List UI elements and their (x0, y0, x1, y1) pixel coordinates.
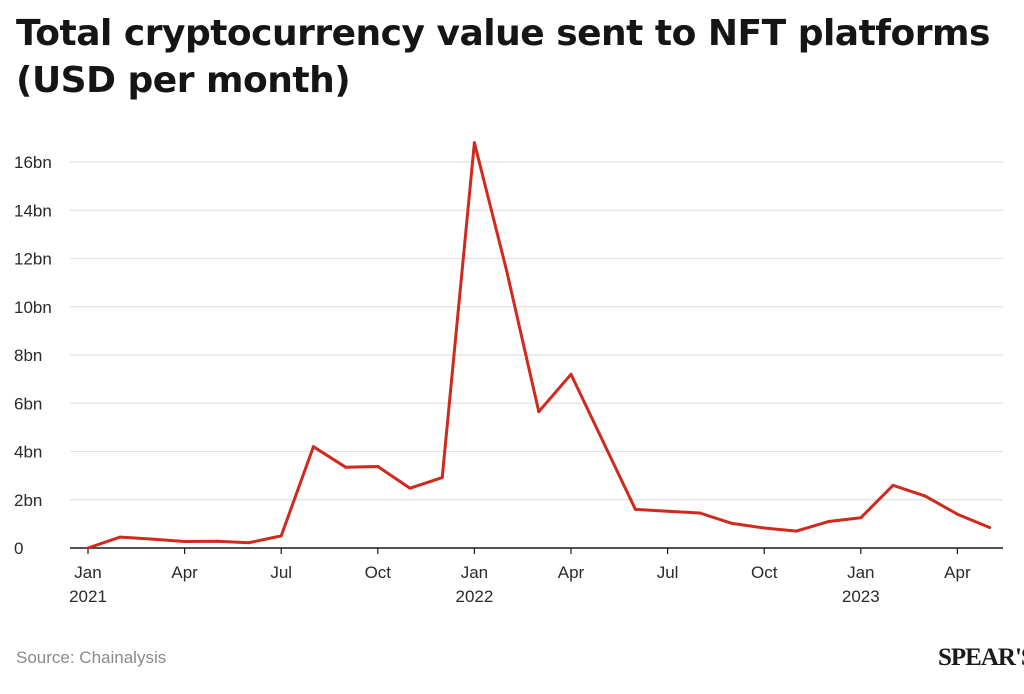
data-point (86, 546, 90, 550)
data-point (118, 535, 122, 539)
x-tick-label: Jan (461, 563, 488, 582)
x-tick-label: Apr (944, 563, 971, 582)
spears-logo: SPEAR'S (938, 644, 1024, 671)
x-tick-label: Apr (171, 563, 198, 582)
y-tick-label: 2bn (14, 491, 42, 510)
x-tick-label: Jul (657, 563, 679, 582)
data-point (633, 507, 637, 511)
x-tick-label: Oct (365, 563, 392, 582)
data-point (505, 269, 509, 273)
data-point (344, 465, 348, 469)
data-point (279, 534, 283, 538)
x-tick-label: Oct (751, 563, 778, 582)
source-note: Source: Chainalysis (16, 648, 167, 667)
x-tick-label: Jan (74, 563, 101, 582)
y-tick-label: 0 (14, 539, 23, 558)
data-point (472, 141, 476, 145)
series-line (86, 141, 992, 550)
y-tick-label: 8bn (14, 346, 42, 365)
x-axis-ticks: Jan 2021 Apr Jul Oct Jan 2022 Apr Jul Oct Jan 2023 A… (69, 548, 971, 606)
data-point (183, 540, 187, 543)
data-points (86, 141, 992, 550)
chart-title: Total cryptocurrency value sent to NFT p… (16, 13, 990, 101)
data-point (247, 541, 251, 545)
data-point (988, 526, 992, 529)
x-tick-label: Jul (270, 563, 292, 582)
data-point (666, 509, 670, 513)
data-point (794, 529, 798, 533)
data-point (859, 516, 863, 520)
data-point (569, 372, 573, 376)
data-point (827, 520, 831, 523)
y-axis-ticks: 0 2bn 4bn 6bn 8bn 10bn 12bn 14bn 16bn (14, 153, 52, 558)
x-tick-label: Jan (847, 563, 874, 582)
data-point (376, 465, 380, 468)
data-point (955, 512, 959, 516)
y-tick-label: 16bn (14, 153, 52, 172)
data-point (150, 537, 154, 541)
x-tick-year-label: 2023 (842, 587, 880, 606)
data-point (762, 526, 766, 530)
data-point (698, 511, 702, 515)
data-point (408, 486, 412, 490)
x-tick-year-label: 2021 (69, 587, 107, 606)
data-point (537, 410, 541, 414)
data-point (891, 483, 895, 487)
data-point (311, 445, 315, 449)
x-tick-year-label: 2022 (455, 587, 493, 606)
data-point (923, 494, 927, 498)
data-point (440, 476, 444, 480)
data-point (601, 440, 605, 444)
y-tick-label: 14bn (14, 201, 52, 220)
x-tick-label: Apr (558, 563, 585, 582)
y-tick-label: 6bn (14, 394, 42, 413)
data-point (730, 521, 734, 525)
y-tick-label: 4bn (14, 443, 42, 462)
y-tick-label: 10bn (14, 298, 52, 317)
gridlines (70, 161, 1003, 501)
data-point (215, 539, 219, 543)
y-tick-label: 12bn (14, 250, 52, 269)
